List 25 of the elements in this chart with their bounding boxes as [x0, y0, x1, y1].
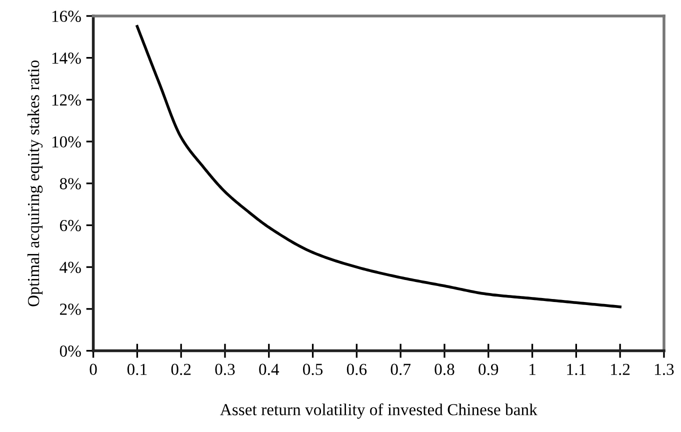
x-tick-label: 0.2 — [171, 364, 191, 376]
y-tick-label: 0% — [60, 345, 81, 357]
y-tick-label: 2% — [60, 304, 81, 315]
x-tick-label: 0.4 — [259, 364, 280, 376]
y-tick-label: 12% — [52, 94, 81, 106]
x-tick-label: 0.7 — [390, 364, 411, 376]
x-tick-label: 0 — [90, 364, 97, 376]
y-tick-label: 4% — [60, 262, 81, 274]
y-tick-label: 16% — [52, 10, 81, 22]
x-tick-label: 1.2 — [611, 364, 630, 376]
y-tick-label: 14% — [52, 52, 81, 64]
x-tick-label: 0.1 — [127, 364, 147, 376]
x-tick-label: 0.6 — [346, 364, 367, 376]
x-tick-label: 0.5 — [303, 364, 323, 376]
x-tick-label: 1 — [530, 364, 536, 375]
y-tick-label: 10% — [52, 136, 81, 148]
x-axis-title: Asset return volatility of invested Chinese bank — [220, 403, 538, 419]
y-axis-title: Optimal acquiring equity stakes ratio — [27, 60, 43, 306]
x-tick-label: 0.3 — [215, 364, 235, 376]
x-tick-label: 0.9 — [478, 364, 498, 376]
y-tick-label: 6% — [60, 220, 81, 232]
y-tick-label: 8% — [60, 178, 81, 190]
x-tick-label: 0.8 — [434, 364, 454, 376]
x-tick-label: 1.1 — [567, 364, 586, 376]
x-tick-label: 1.3 — [655, 364, 674, 376]
